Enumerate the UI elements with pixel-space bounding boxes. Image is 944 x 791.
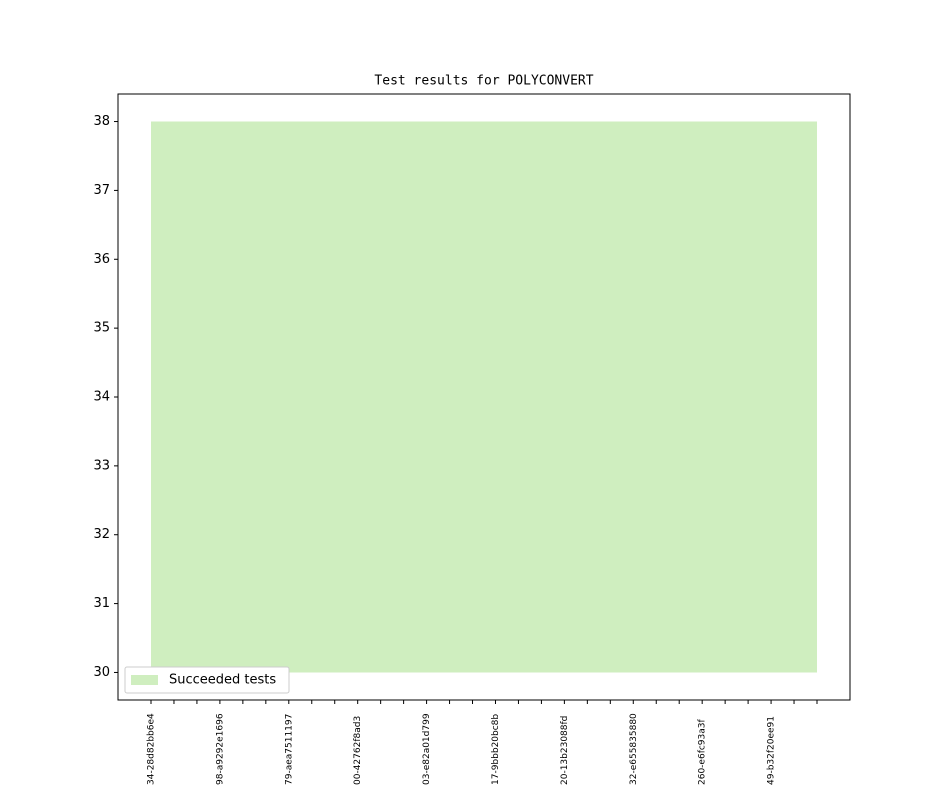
y-tick-label: 34 <box>93 390 110 405</box>
legend-swatch <box>131 675 158 685</box>
x-tick-label: 98-a9292e1696 <box>215 713 225 785</box>
y-tick-label: 31 <box>93 596 110 611</box>
x-tick-label: 20-13b23088fd <box>560 716 570 785</box>
chart-title: Test results for POLYCONVERT <box>374 74 593 89</box>
x-tick-label: 34-28d82bb6e4 <box>147 713 157 785</box>
y-tick-label: 36 <box>93 252 110 267</box>
y-tick-label: 33 <box>93 458 110 473</box>
x-tick-label: 260-e6fc93a3f <box>698 719 708 785</box>
x-tick-label: 32-e655835880 <box>629 713 639 785</box>
y-tick-label: 38 <box>93 114 110 129</box>
y-tick-label: 35 <box>93 321 110 336</box>
y-tick-label: 30 <box>93 665 110 680</box>
x-tick-label: 79-aea7511197 <box>284 714 294 785</box>
y-tick-label: 32 <box>93 527 110 542</box>
x-tick-label: 03-e82a01d799 <box>422 713 432 785</box>
x-tick-label: 00-42762f8ad3 <box>353 716 363 785</box>
x-tick-label: 49-b32f20ee91 <box>767 716 777 785</box>
area <box>151 121 817 673</box>
legend-label: Succeeded tests <box>169 673 276 688</box>
legend-box <box>124 666 290 694</box>
y-tick-label: 37 <box>93 183 110 198</box>
x-tick-label: 17-9bbb20bc8b <box>491 714 501 785</box>
